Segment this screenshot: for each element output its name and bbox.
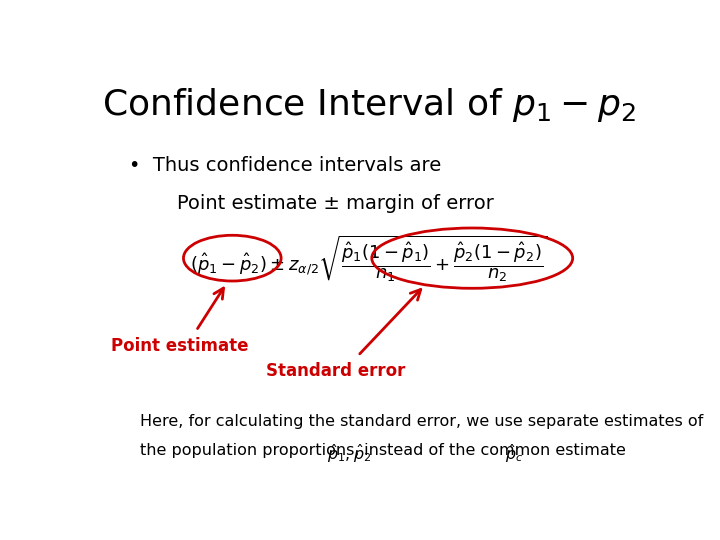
Text: Confidence Interval of $\mathit{p}_1 - \mathit{p}_2$: Confidence Interval of $\mathit{p}_1 - \… bbox=[102, 85, 636, 124]
Text: Point estimate: Point estimate bbox=[111, 337, 248, 355]
Text: the population proportions,: the population proportions, bbox=[140, 443, 360, 458]
Text: •  Thus confidence intervals are: • Thus confidence intervals are bbox=[129, 156, 441, 176]
Text: Here, for calculating the standard error, we use separate estimates of: Here, for calculating the standard error… bbox=[140, 414, 703, 429]
Text: Point estimate ± margin of error: Point estimate ± margin of error bbox=[177, 194, 494, 213]
Text: $\hat{p}_1, \hat{p}_2$: $\hat{p}_1, \hat{p}_2$ bbox=[327, 443, 372, 465]
Text: instead of the common estimate: instead of the common estimate bbox=[359, 443, 626, 458]
Text: Standard error: Standard error bbox=[266, 362, 405, 380]
Text: $(\hat{p}_1 - \hat{p}_2) \pm z_{\alpha/2}\sqrt{\dfrac{\hat{p}_1(1-\hat{p}_1)}{n_: $(\hat{p}_1 - \hat{p}_2) \pm z_{\alpha/2… bbox=[190, 233, 548, 284]
Text: $\hat{p}_c$: $\hat{p}_c$ bbox=[505, 443, 523, 465]
